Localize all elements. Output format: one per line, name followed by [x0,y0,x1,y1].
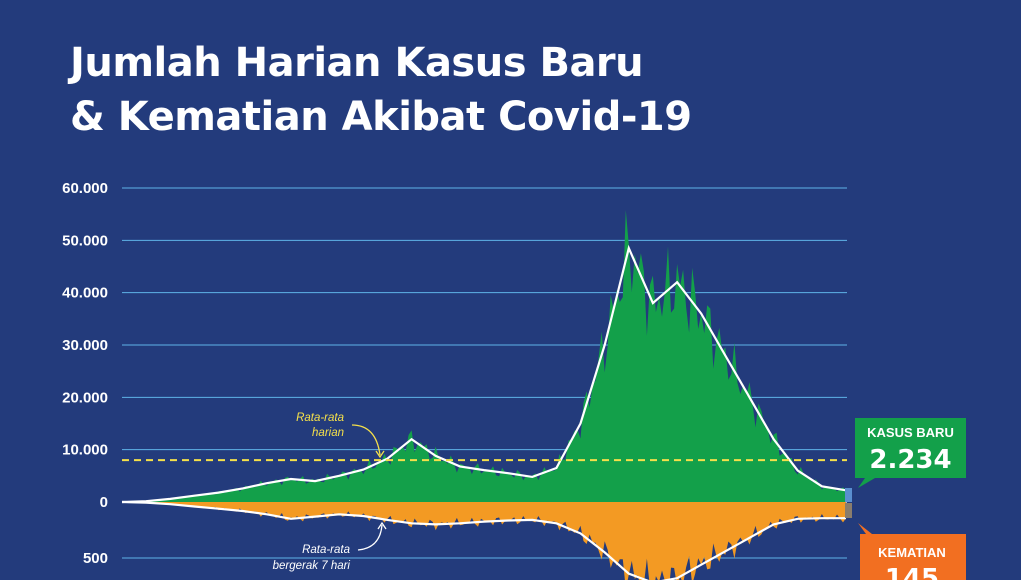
deaths-badge-value: 145 [885,564,939,580]
cases-area [122,210,846,502]
chart-title: Jumlah Harian Kasus Baru & Kematian Akib… [70,36,692,144]
deaths-badge: KEMATIAN 145 [858,523,966,580]
latest-cases-marker [845,488,852,502]
deaths-area [122,502,846,580]
average-annotation-line-1: Rata-rata [296,412,344,424]
y-tick-label: 0 [100,494,108,511]
y-tick-label: 50.000 [62,232,108,249]
moving-average-annotation-arrow [357,524,383,551]
moving-average-annotation: Rata-rata bergerak 7 hari [273,521,387,572]
average-annotation-arrow [351,424,381,456]
cases-badge-value: 2.234 [869,445,951,475]
latest-deaths-marker [845,503,852,518]
y-tick-label: 500 [83,550,108,567]
cases-badge-shape [855,418,966,488]
deaths-moving-average-line [121,500,846,580]
cases-moving-average-line [121,244,847,504]
chart-title-line-2: & Kematian Akibat Covid-19 [70,94,692,140]
y-tick-label: 10.000 [62,442,108,459]
y-tick-labels: 60.000 50.000 40.000 30.000 20.000 10.000 0 500 [62,180,108,567]
y-tick-label: 20.000 [62,389,108,406]
cases-badge-label: KASUS BARU [867,425,954,440]
y-tick-label: 60.000 [62,180,108,197]
moving-average-annotation-arrowhead [377,521,387,530]
average-annotation-line-2: harian [312,427,344,439]
cases-badge: KASUS BARU 2.234 [855,418,966,488]
average-annotation: Rata-rata harian [296,412,385,459]
y-tick-label: 30.000 [62,337,108,354]
y-tick-label: 40.000 [62,285,108,302]
moving-average-annotation-line-1: Rata-rata [302,544,350,556]
deaths-badge-label: KEMATIAN [878,545,946,560]
chart-title-line-1: Jumlah Harian Kasus Baru [70,40,644,86]
moving-average-annotation-line-2: bergerak 7 hari [273,560,351,572]
deaths-badge-shape [858,523,966,580]
average-annotation-arrowhead [375,450,385,459]
